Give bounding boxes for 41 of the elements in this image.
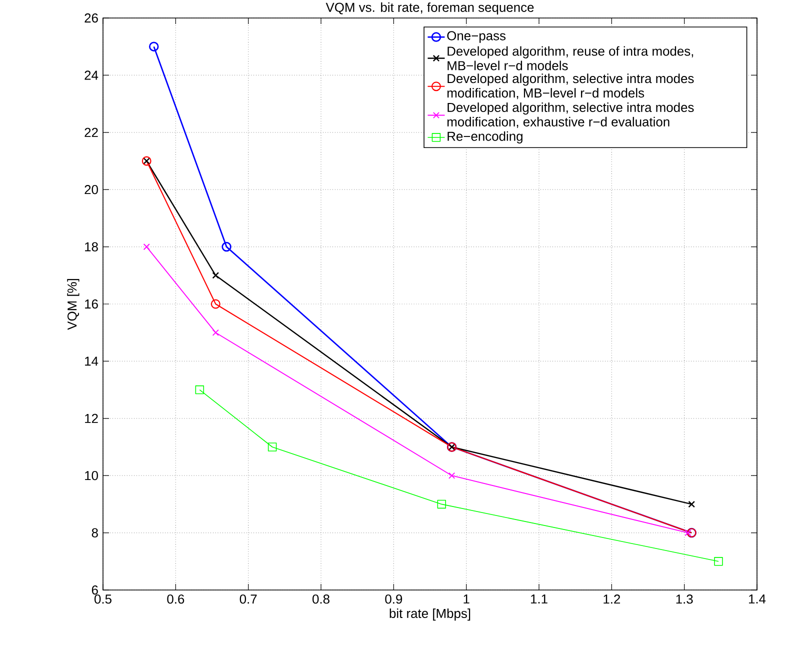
legend-label: Developed algorithm, selective intra modes modification, MB−level r−d models [447, 74, 694, 100]
x-tick-label: 0.9 [385, 594, 402, 604]
y-axis-title: VQM [%] [67, 279, 80, 330]
y-tick-label: 10 [85, 471, 98, 480]
y-tick-label: 18 [85, 242, 98, 252]
x-tick-label: 0.7 [240, 594, 257, 604]
x-axis-title: bit rate [Mbps] [390, 608, 470, 621]
y-tick-label: 6 [92, 585, 98, 595]
y-tick-label: 20 [84, 185, 98, 194]
legend-label: Re−encoding [448, 131, 522, 144]
x-tick-label: 1.1 [530, 594, 548, 604]
point [148, 42, 159, 52]
chart-title: VQM vs. bit rate, foreman sequence [326, 2, 534, 14]
point [688, 500, 696, 508]
y-tick-label: 24 [84, 70, 98, 80]
legend-label: One−pass [447, 31, 506, 43]
y-tick-label: 12 [85, 414, 98, 423]
y-tick-label: 16 [85, 299, 98, 309]
point [195, 385, 204, 394]
y-tick-label: 14 [85, 356, 98, 366]
x-tick-label: 1.4 [748, 594, 766, 604]
point [437, 500, 446, 509]
y-tick-label: 8 [92, 528, 98, 538]
x-tick-label: 0.8 [312, 594, 330, 604]
x-tick-label: 0.6 [167, 594, 184, 604]
y-tick-label: 26 [84, 13, 98, 23]
point [714, 557, 723, 566]
x-tick-label: 0.5 [94, 594, 112, 604]
point [448, 472, 456, 479]
point [210, 299, 220, 309]
x-tick-label: 1.2 [604, 594, 620, 604]
legend-label: Developed algorithm, reuse of intra modes, MB−level r−d models [448, 46, 694, 70]
y-tick-label: 22 [84, 128, 98, 137]
point [268, 442, 277, 452]
point [212, 272, 220, 279]
x-tick-label: 1 [464, 594, 470, 604]
legend-label: Developed algorithm, selective intra modes modification, exhaustive r−d evaluation [447, 102, 694, 128]
point [143, 244, 150, 250]
point [222, 242, 232, 252]
x-tick-label: 1.3 [676, 594, 693, 604]
point [212, 329, 219, 336]
